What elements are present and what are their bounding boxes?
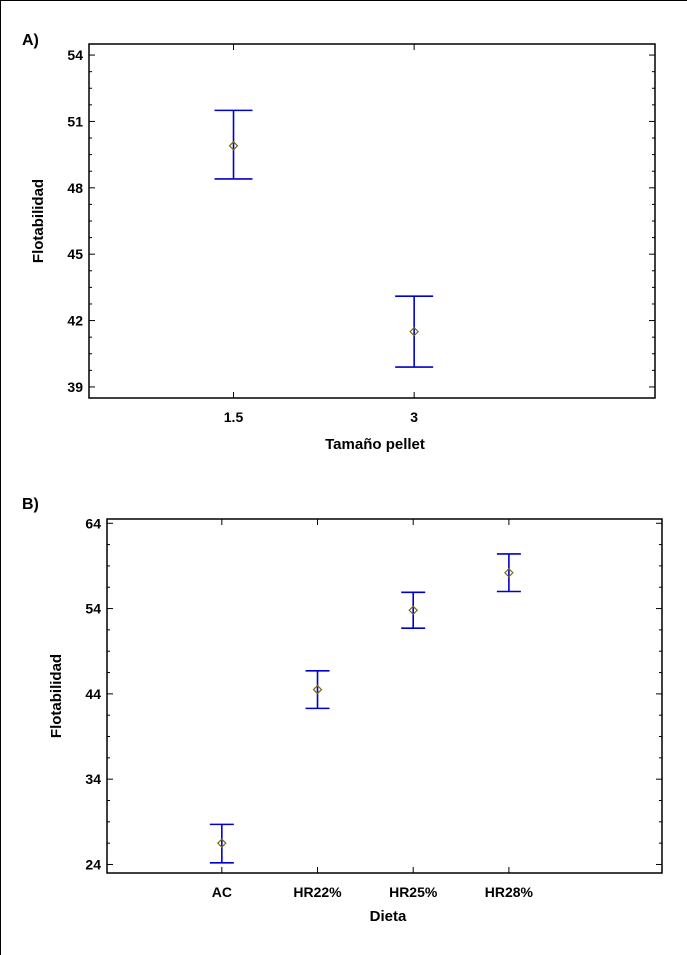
- panel-a-x-axis-title: Tamaño pellet: [325, 436, 425, 453]
- panel-a-plot-area: [88, 43, 656, 399]
- panel-b: B) 24 34 44 54 64 AC HR22% HR25% HR28% Dieta…: [22, 496, 663, 925]
- panel-a-y-tick-label: 45: [67, 246, 83, 262]
- panel-b-label: B): [22, 496, 39, 513]
- panel-a-y-tick-label: 48: [67, 180, 83, 196]
- panel-a-x-tick-label-3: 3: [410, 409, 418, 425]
- panel-b-error-bar-3: [496, 553, 521, 593]
- panel-b-mean-marker: [408, 605, 419, 616]
- panel-a-y-tick-label: 51: [67, 113, 83, 129]
- panel-b-x-tick-label-hr22: HR22%: [293, 884, 342, 900]
- panel-a-x-tick-label-1.5: 1.5: [224, 409, 244, 425]
- panel-a-y-tick-label: 39: [67, 379, 83, 395]
- panel-a-y-axis: 39 42 45 48 51 54: [67, 44, 655, 398]
- panel-b-mean-marker: [216, 838, 227, 848]
- panel-b-y-axis: 24 34 44 54 64: [85, 515, 662, 873]
- panel-b-error-bars: [209, 553, 521, 864]
- panel-b-plot-area: [106, 518, 663, 874]
- panel-a-error-bars: [214, 109, 434, 368]
- panel-a-error-bar-0: [214, 109, 253, 180]
- panel-b-y-tick-label: 64: [85, 515, 101, 531]
- panel-b-error-bar-2: [401, 591, 426, 629]
- panel-b-x-tick-label-ac: AC: [212, 884, 232, 900]
- panel-a-y-tick-label: 54: [67, 47, 83, 63]
- panel-a-mean-marker: [228, 140, 239, 151]
- panel-a-y-tick-label: 42: [67, 313, 83, 329]
- panel-b-x-axis: AC HR22% HR25% HR28%: [212, 884, 534, 900]
- panel-b-x-tick-label-hr28: HR28%: [485, 884, 534, 900]
- panel-b-y-tick-label: 44: [85, 686, 101, 702]
- panel-b-y-tick-label: 24: [85, 856, 101, 872]
- panel-b-mean-marker: [504, 567, 514, 578]
- panel-b-error-bar-1: [305, 670, 330, 710]
- panel-b-y-tick-label: 54: [85, 601, 101, 617]
- panel-a-label: A): [22, 32, 39, 49]
- panel-b-x-axis-title: Dieta: [370, 908, 407, 925]
- panel-b-error-bar-0: [209, 823, 234, 864]
- panel-a-x-axis: 1.5 3: [224, 409, 418, 425]
- panel-b-y-tick-label: 34: [85, 771, 101, 787]
- panel-a-y-axis-title: Flotabilidad: [30, 179, 47, 263]
- panel-a: A) 39 42 45 48 51 54 1.5 3 Tamaño pellet Flot…: [22, 32, 656, 453]
- panel-a-mean-marker: [409, 326, 419, 337]
- panel-b-mean-marker: [312, 684, 323, 695]
- panel-b-y-axis-title: Flotabilidad: [48, 654, 65, 738]
- panel-b-x-tick-label-hr25: HR25%: [389, 884, 438, 900]
- panel-a-error-bar-1: [395, 295, 434, 368]
